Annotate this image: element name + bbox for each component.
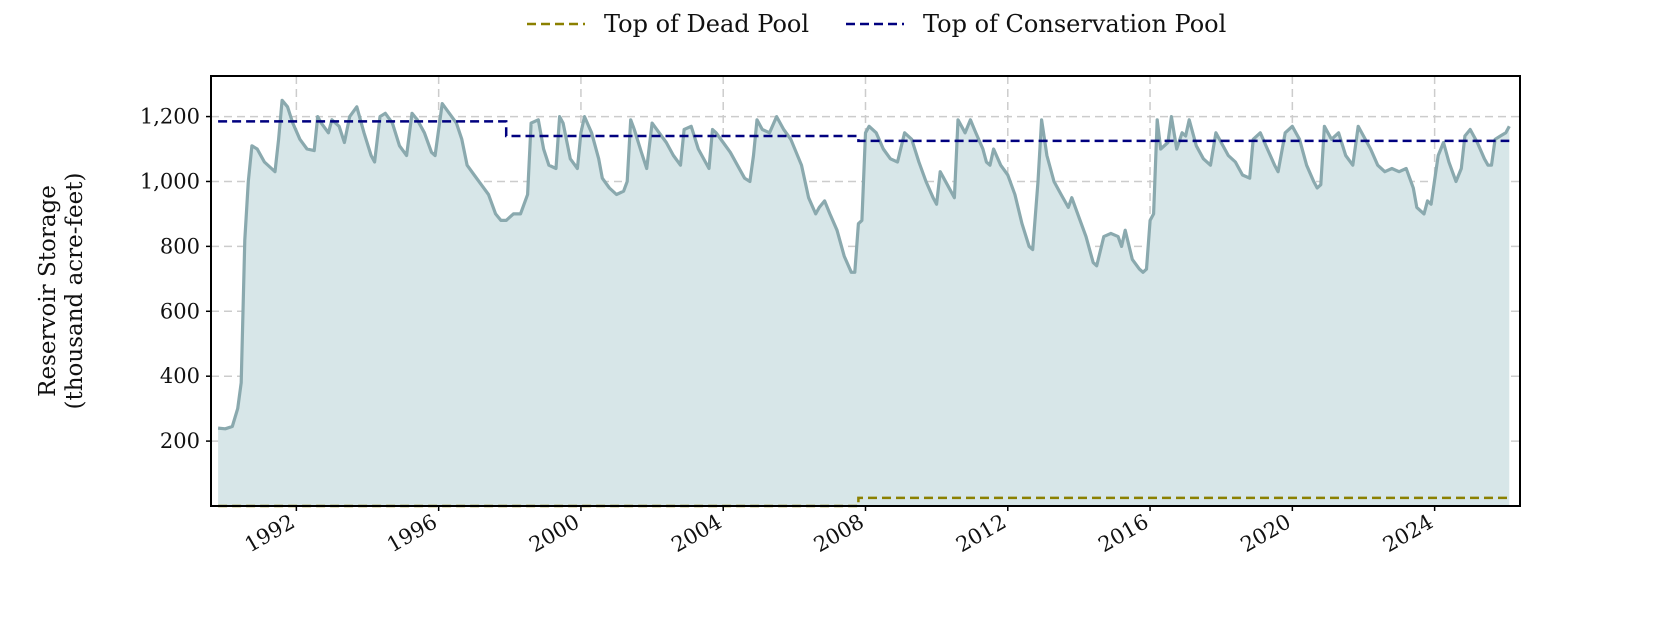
conservation-pool-line <box>218 120 1510 143</box>
y-axis-title-line1: Reservoir Storage <box>35 185 61 397</box>
dead-pool-line <box>218 496 1510 508</box>
x-axis: 1992 1996 2000 2004 2008 2012 2016 2020 2024 <box>241 506 1437 558</box>
x-tick-label: 2000 <box>525 510 583 558</box>
y-axis: 200 400 600 800 1,000 1,200 <box>140 105 211 453</box>
x-tick-label: 2016 <box>1094 510 1152 558</box>
x-tick-label: 2008 <box>810 510 868 558</box>
x-tick-label: 2020 <box>1237 510 1295 558</box>
y-tick-label: 200 <box>160 429 200 453</box>
y-tick-label: 600 <box>160 299 200 323</box>
x-tick-label: 2004 <box>667 510 725 558</box>
x-tick-label: 2024 <box>1379 510 1437 558</box>
storage-area-fill <box>218 100 1510 507</box>
legend: Top of Dead Pool Top of Conservation Poo… <box>527 10 1226 38</box>
y-tick-label: 800 <box>160 234 200 258</box>
x-tick-label: 2012 <box>952 510 1010 558</box>
x-tick-label: 1992 <box>241 510 299 558</box>
y-axis-title-line2: (thousand acre-feet) <box>62 173 88 410</box>
y-tick-label: 400 <box>160 364 200 388</box>
x-tick-label: 1996 <box>383 510 441 558</box>
y-tick-label: 1,200 <box>140 105 200 129</box>
legend-label-dead-pool: Top of Dead Pool <box>604 10 809 38</box>
storage-line <box>217 98 1511 431</box>
y-tick-label: 1,000 <box>140 169 200 193</box>
legend-label-conservation-pool: Top of Conservation Pool <box>923 10 1226 38</box>
